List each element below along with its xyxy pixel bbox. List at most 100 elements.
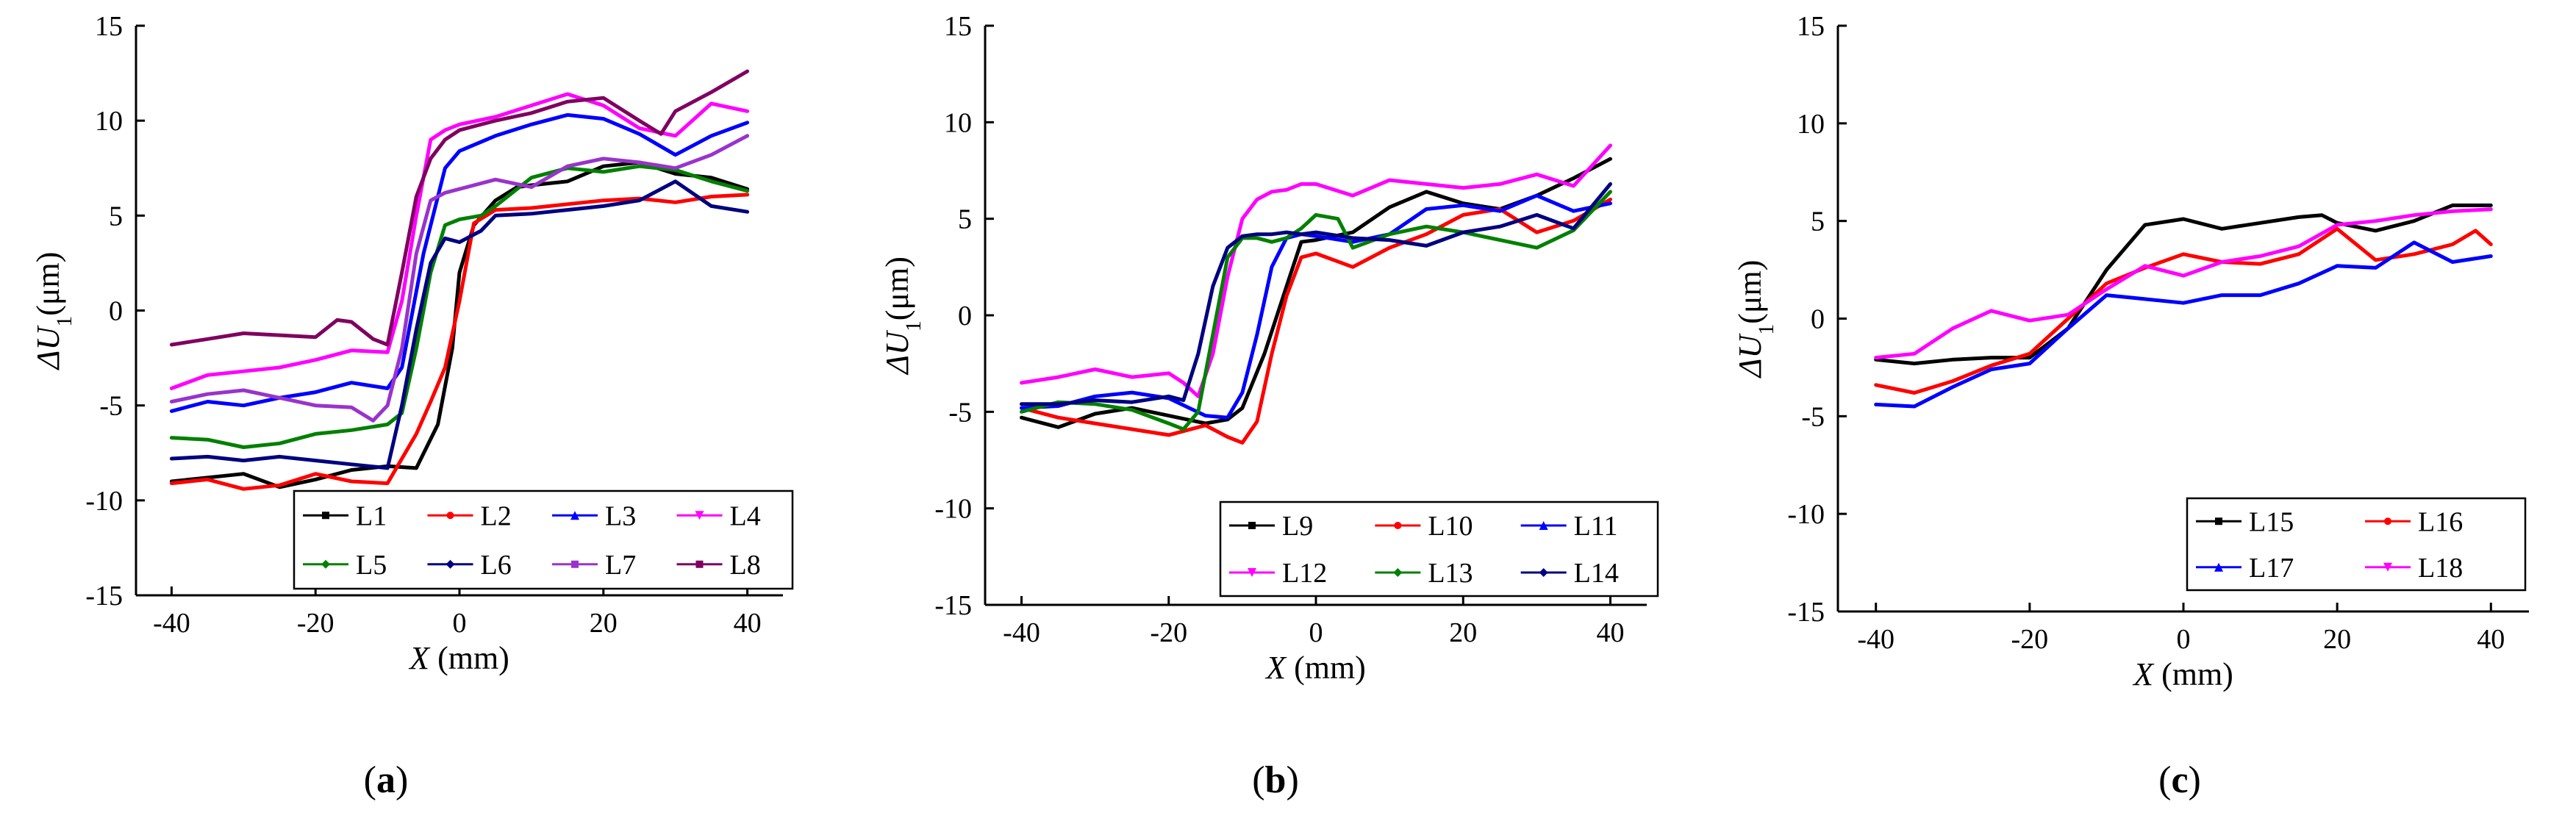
series-line-L15 bbox=[1874, 203, 2493, 366]
legend-label-L12: L12 bbox=[1282, 558, 1327, 589]
x-tick-label: 20 bbox=[590, 608, 618, 639]
marker-L11 bbox=[1539, 521, 1548, 530]
y-axis-label: ΔU1(μm) bbox=[879, 256, 926, 376]
y-tick-label: -10 bbox=[1787, 499, 1825, 530]
legend-label-L5: L5 bbox=[356, 550, 387, 581]
y-tick-label: 10 bbox=[95, 106, 123, 137]
legend: L15 L16 L17 L18 bbox=[2186, 497, 2527, 592]
legend-box bbox=[2186, 497, 2527, 592]
y-tick-label: 10 bbox=[944, 107, 972, 138]
marker-L7 bbox=[571, 560, 579, 568]
x-tick-label: 40 bbox=[1597, 617, 1625, 648]
x-tick-label: 0 bbox=[453, 608, 467, 639]
legend-label-L17: L17 bbox=[2249, 553, 2294, 584]
series-line-L4 bbox=[169, 92, 750, 390]
marker-L12 bbox=[1248, 568, 1256, 577]
marker-L6 bbox=[446, 559, 455, 569]
series-line-L2 bbox=[169, 193, 750, 491]
legend: L1 L2 L3 L4 L5 L6 L7 L8 bbox=[293, 489, 794, 590]
marker-L18 bbox=[2383, 562, 2392, 572]
y-tick-label: 5 bbox=[1811, 207, 1825, 237]
y-tick-label: -10 bbox=[85, 486, 123, 517]
series-line-L5 bbox=[169, 164, 750, 449]
x-tick-label: 20 bbox=[2323, 624, 2351, 655]
y-tick-label: 5 bbox=[109, 201, 123, 232]
marker-L13 bbox=[1393, 568, 1403, 577]
marker-L4 bbox=[695, 511, 704, 520]
x-tick-label: 0 bbox=[1309, 617, 1323, 648]
y-axis-label: ΔU1(μm) bbox=[1732, 260, 1778, 379]
marker-L15 bbox=[2215, 517, 2222, 525]
series-line-L14 bbox=[1020, 182, 1612, 406]
legend: L9 L10 L11 L12 L13 L14 bbox=[1219, 501, 1659, 598]
legend-box bbox=[293, 489, 794, 590]
y-tick-label: 0 bbox=[958, 301, 972, 331]
series-line-L11 bbox=[1020, 193, 1612, 420]
panel-label: (b) bbox=[1252, 759, 1299, 801]
marker-L10 bbox=[1394, 522, 1402, 529]
marker-L17 bbox=[2214, 562, 2223, 572]
marker-L1 bbox=[322, 512, 329, 520]
legend-label-L1: L1 bbox=[356, 501, 387, 531]
series-line-L9 bbox=[1020, 157, 1612, 429]
legend-label-L13: L13 bbox=[1428, 558, 1473, 589]
y-tick-label: -5 bbox=[99, 391, 123, 422]
legend-label-L14: L14 bbox=[1574, 558, 1619, 589]
x-tick-label: -40 bbox=[153, 608, 190, 639]
legend-label-L11: L11 bbox=[1574, 511, 1618, 542]
legend-label-L8: L8 bbox=[730, 550, 761, 581]
y-tick-label: -5 bbox=[1801, 401, 1825, 432]
y-tick-label: 0 bbox=[1811, 304, 1825, 335]
panel-label: (a) bbox=[364, 759, 409, 801]
legend-label-L6: L6 bbox=[481, 550, 512, 581]
x-axis-label: X (mm) bbox=[408, 640, 509, 676]
y-tick-label: -15 bbox=[1787, 597, 1825, 628]
y-tick-label: 15 bbox=[95, 11, 123, 42]
series-line-L10 bbox=[1020, 197, 1612, 445]
x-tick-label: -40 bbox=[1003, 617, 1040, 648]
panel-3: -15 -10 -5 0 5 10 15 -40 -20 0 20 40 X (mm) ΔU1(μm) L1… bbox=[1732, 11, 2529, 801]
x-tick-label: 20 bbox=[1449, 617, 1477, 648]
y-tick-label: 15 bbox=[944, 11, 972, 42]
panel-1: -15 -10 -5 0 5 10 15 -40 -20 0 20 40 X (mm) ΔU1(μm) L1… bbox=[30, 11, 794, 801]
marker-L8 bbox=[695, 560, 704, 568]
legend-label-L18: L18 bbox=[2418, 553, 2463, 584]
y-tick-label: -15 bbox=[85, 581, 123, 611]
legend-label-L2: L2 bbox=[481, 501, 512, 531]
series-line-L1 bbox=[169, 160, 750, 489]
series-line-L8 bbox=[169, 69, 750, 347]
legend-label-L7: L7 bbox=[605, 550, 636, 581]
marker-L5 bbox=[321, 559, 330, 569]
legend-label-L3: L3 bbox=[605, 501, 636, 531]
x-tick-label: -20 bbox=[2011, 624, 2049, 655]
x-tick-label: -40 bbox=[1857, 624, 1895, 655]
series-line-L3 bbox=[169, 112, 750, 413]
marker-L14 bbox=[1539, 568, 1548, 577]
marker-L2 bbox=[446, 512, 454, 520]
y-tick-label: 10 bbox=[1797, 109, 1825, 140]
legend-label-L15: L15 bbox=[2249, 506, 2294, 537]
marker-L9 bbox=[1248, 522, 1256, 529]
series-line-L6 bbox=[169, 179, 750, 470]
series-line-L16 bbox=[1874, 226, 2493, 395]
y-tick-label: -15 bbox=[934, 590, 972, 621]
marker-L3 bbox=[570, 511, 579, 520]
legend-label-L9: L9 bbox=[1282, 511, 1313, 542]
y-tick-label: 15 bbox=[1797, 11, 1825, 42]
x-tick-label: -20 bbox=[1150, 617, 1187, 648]
series-line-L18 bbox=[1874, 207, 2493, 360]
x-tick-label: 0 bbox=[2177, 624, 2191, 655]
x-tick-label: 40 bbox=[2477, 624, 2505, 655]
y-tick-label: -10 bbox=[934, 494, 972, 525]
legend-label-L10: L10 bbox=[1428, 511, 1473, 542]
y-tick-label: 0 bbox=[109, 296, 123, 327]
series-line-L17 bbox=[1874, 240, 2493, 409]
panel-label: (c) bbox=[2158, 759, 2201, 801]
legend-box bbox=[1219, 501, 1659, 598]
y-tick-label: -5 bbox=[948, 397, 972, 428]
legend-label-L4: L4 bbox=[730, 501, 761, 531]
legend-label-L16: L16 bbox=[2418, 506, 2463, 537]
x-tick-label: -20 bbox=[297, 608, 334, 639]
marker-L16 bbox=[2384, 517, 2391, 525]
